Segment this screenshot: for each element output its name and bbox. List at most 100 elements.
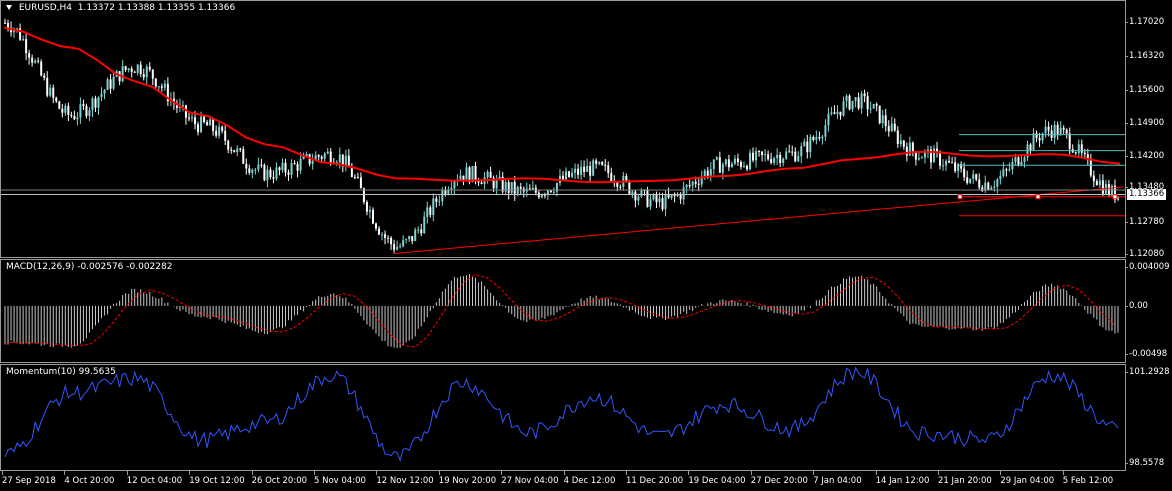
level-marker — [957, 194, 963, 200]
candle-body — [1044, 126, 1047, 134]
candle-body — [43, 75, 46, 78]
price-tick: 1.16320 — [1124, 51, 1165, 61]
candle-body — [34, 60, 37, 63]
candle-body — [598, 162, 601, 164]
candle-body — [987, 182, 990, 190]
candle-body — [954, 162, 957, 172]
candle-body — [1116, 196, 1119, 200]
candle-body — [293, 163, 296, 165]
candle-body — [28, 53, 31, 58]
candle-body — [203, 116, 206, 123]
candle-body — [112, 76, 115, 89]
candle-body — [528, 188, 531, 190]
macd-label: MACD(12,26,9) -0.002576 -0.002282 — [6, 262, 173, 272]
candle-body — [224, 130, 227, 141]
price-tick: 1.15600 — [1124, 85, 1165, 95]
candle-body — [290, 163, 293, 175]
momentum-canvas[interactable] — [1, 365, 1126, 471]
candle-body — [191, 117, 194, 119]
time-tick: 12 Nov 12:00 — [376, 471, 434, 486]
candle-body — [248, 168, 251, 173]
time-tick: 11 Dec 20:00 — [626, 471, 684, 486]
candle-body — [854, 97, 857, 101]
candle-body — [761, 151, 764, 155]
candle-body — [1038, 138, 1041, 141]
time-axis[interactable]: 27 Sep 2018 4 Oct 20:00 12 Oct 04:00 19 Oct… — [0, 471, 1172, 491]
candle-body — [664, 194, 667, 210]
candle-body — [40, 61, 43, 76]
candle-body — [661, 198, 664, 210]
candle-body — [227, 140, 230, 150]
macd-pane[interactable]: MACD(12,26,9) -0.002576 -0.002282 — [0, 259, 1126, 363]
candle-body — [685, 184, 688, 188]
candle-body — [148, 66, 151, 70]
candle-body — [999, 175, 1002, 180]
candle-body — [335, 162, 338, 164]
candle-body — [721, 164, 724, 173]
dropdown-arrow-icon[interactable] — [6, 5, 12, 10]
candle-body — [353, 176, 356, 178]
price-axis[interactable]: 1.17020 1.16320 1.15600 1.14900 1.14200 … — [1124, 0, 1172, 259]
candle-body — [770, 159, 773, 163]
candle-body — [420, 229, 423, 234]
macd-signal-line — [5, 274, 1116, 348]
candle-body — [390, 237, 393, 245]
candle-body — [929, 149, 932, 163]
time-tick: 5 Feb 12:00 — [1062, 471, 1114, 486]
candle-body — [890, 123, 893, 132]
candle-body — [381, 234, 384, 236]
candle-body — [752, 152, 755, 161]
candle-body — [552, 191, 555, 193]
candle-body — [82, 104, 85, 106]
candle-body — [733, 158, 736, 164]
candle-body — [791, 151, 794, 153]
candle-body — [378, 228, 381, 235]
time-tick: 19 Oct 12:00 — [189, 471, 245, 486]
candle-body — [969, 178, 972, 183]
candle-body — [7, 23, 10, 28]
candle-body — [797, 156, 800, 162]
candle-body — [1005, 169, 1008, 171]
candle-body — [175, 103, 178, 108]
candle-body — [281, 162, 284, 171]
price-chart-canvas[interactable] — [1, 1, 1126, 258]
momentum-pane[interactable]: Momentum(10) 99.5635 — [0, 364, 1126, 471]
candle-body — [595, 160, 598, 164]
candle-body — [836, 111, 839, 115]
macd-canvas[interactable] — [1, 260, 1126, 363]
candle-body — [160, 86, 163, 88]
candle-body — [1059, 127, 1062, 136]
candle-body — [670, 194, 673, 198]
candle-body — [1053, 124, 1056, 138]
candle-body — [806, 141, 809, 153]
candle-body — [1083, 152, 1086, 155]
candle-body — [875, 104, 878, 106]
candle-body — [19, 28, 22, 40]
candle-body — [601, 162, 604, 165]
candle-body — [465, 167, 468, 180]
price-chart-pane[interactable]: EURUSD,H4 1.13372 1.13388 1.13355 1.1336… — [0, 0, 1126, 258]
time-tick: 27 Nov 04:00 — [501, 471, 559, 486]
candle-body — [124, 66, 127, 70]
price-tick: 1.12780 — [1124, 217, 1165, 227]
candle-body — [432, 198, 435, 215]
candle-body — [338, 154, 341, 163]
candle-body — [272, 177, 275, 179]
candle-body — [181, 105, 184, 107]
candle-body — [384, 234, 387, 238]
candle-body — [184, 105, 187, 118]
candle-body — [860, 93, 863, 109]
candle-body — [884, 115, 887, 127]
candle-body — [782, 158, 785, 164]
candle-body — [730, 163, 733, 168]
candle-body — [371, 209, 374, 224]
macd-histogram-group — [4, 274, 1119, 348]
candle-body — [667, 194, 670, 198]
momentum-axis[interactable]: 101.2928 98.5578 — [1124, 364, 1172, 471]
candle-body — [758, 150, 761, 152]
time-tick: 4 Oct 20:00 — [64, 471, 115, 486]
macd-axis[interactable]: 0.004009 0.00 -0.00498 — [1124, 259, 1172, 363]
candle-body — [546, 190, 549, 195]
candle-body — [435, 198, 438, 202]
